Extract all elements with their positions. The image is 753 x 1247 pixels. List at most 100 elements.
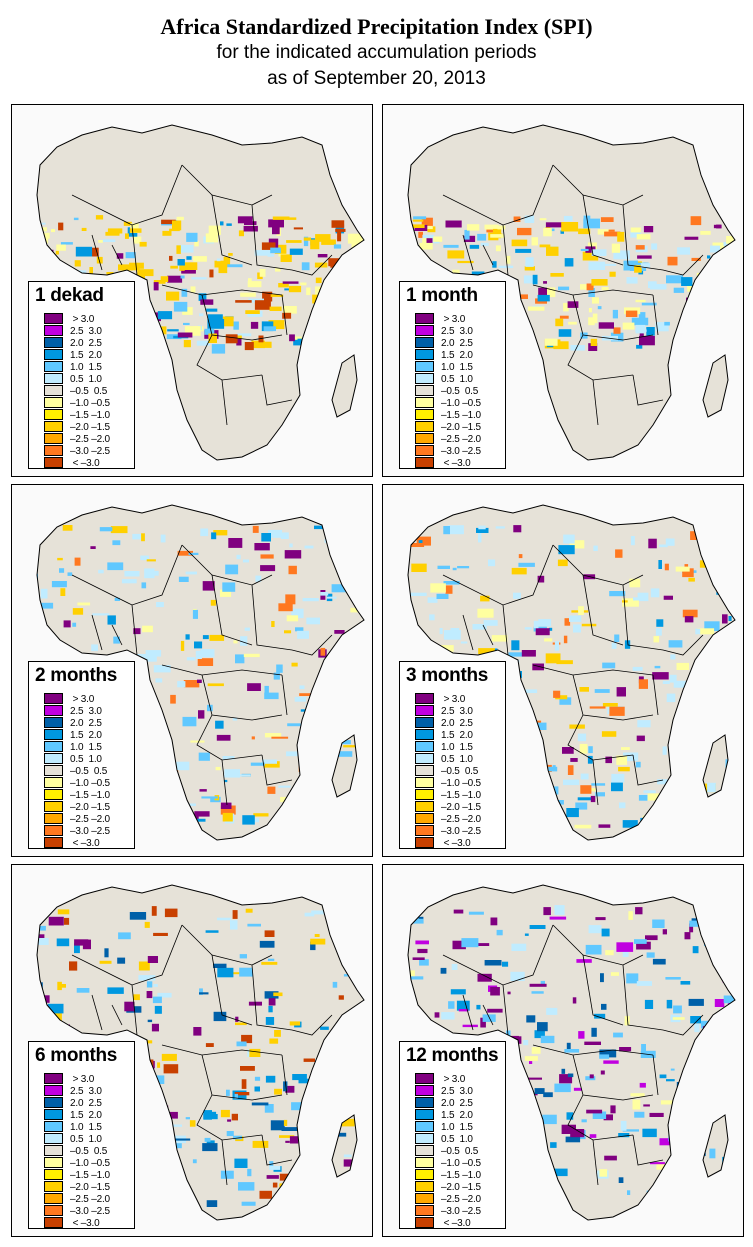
spi-cell	[656, 1163, 669, 1170]
accumulation-period-label: 2 months	[35, 665, 118, 686]
spi-cell	[220, 1109, 230, 1118]
country-border	[592, 759, 599, 806]
legend-entry: 2.5 3.0	[44, 1085, 110, 1097]
legend-entry: 1.0 1.5	[44, 361, 110, 373]
spi-cell	[269, 1165, 281, 1170]
legend-entry: < –3.0	[44, 1217, 110, 1229]
spi-cell	[134, 1080, 140, 1088]
spi-cell	[615, 549, 623, 558]
spi-cell	[492, 261, 497, 268]
country-border	[71, 544, 183, 606]
spi-cell	[332, 684, 339, 691]
spi-cell	[340, 812, 358, 821]
spi-cell	[286, 240, 302, 243]
spi-cell	[49, 269, 63, 279]
legend-entry: 0.5 1.0	[415, 373, 481, 385]
spi-cell	[515, 755, 533, 762]
spi-cell	[723, 319, 733, 324]
spi-cell	[151, 1023, 159, 1032]
spi-cell	[545, 222, 562, 228]
legend-swatch	[44, 1073, 63, 1084]
spi-cell	[635, 329, 647, 332]
africa-map	[407, 504, 736, 841]
legend-swatch	[44, 1121, 63, 1132]
spi-cell	[222, 756, 235, 760]
legend-entry: 0.5 1.0	[44, 1133, 110, 1145]
spi-cell	[730, 629, 735, 640]
spi-cell	[601, 731, 617, 737]
spi-cell	[186, 256, 192, 260]
spi-cell	[727, 538, 731, 542]
spi-cell	[315, 286, 323, 295]
spi-cell	[60, 242, 73, 245]
spi-cell	[688, 998, 704, 1006]
spi-cell	[715, 915, 731, 919]
spi-cell	[447, 525, 464, 535]
spi-cell	[408, 998, 414, 1007]
spi-cell	[527, 306, 545, 311]
country-border	[442, 924, 554, 986]
map-title: Africa Standardized Precipitation Index …	[160, 14, 593, 39]
spi-cell	[64, 917, 70, 925]
spi-cell	[304, 545, 314, 549]
legend-range-label: 0.5 1.0	[441, 373, 473, 385]
legend-range-label: 1.5 2.0	[70, 349, 102, 361]
legend-entry: 2.5 3.0	[415, 1085, 481, 1097]
spi-cell	[723, 995, 735, 1004]
spi-cell	[662, 680, 670, 684]
country-border	[201, 1054, 283, 1101]
legend-range-label: 0.5 1.0	[70, 753, 102, 765]
spi-cell	[331, 584, 348, 593]
spi-cell	[338, 1118, 355, 1127]
spi-cell	[592, 297, 599, 304]
country-border	[482, 244, 494, 266]
legend-entry: 2.5 3.0	[44, 705, 110, 717]
spi-cell	[686, 338, 691, 347]
spi-cell	[480, 1017, 486, 1028]
spi-cell	[353, 578, 359, 581]
spi-cell	[622, 598, 639, 607]
spi-cell	[269, 1161, 274, 1169]
spi-cell	[240, 636, 248, 646]
spi-cell	[691, 257, 701, 261]
legend-range-label: 2.0 2.5	[70, 1097, 102, 1109]
country-borders	[442, 164, 704, 426]
spi-cell	[532, 274, 538, 285]
spi-cell	[643, 226, 654, 233]
legend-swatch	[415, 1109, 434, 1120]
legend-swatch	[44, 1157, 63, 1168]
spi-cell	[131, 265, 140, 271]
legend-entry: 1.5 2.0	[44, 349, 110, 361]
spi-cell	[59, 568, 65, 573]
country-border	[281, 294, 288, 336]
spi-cell	[523, 1153, 539, 1162]
spi-cell	[534, 1030, 545, 1039]
spi-cell	[632, 666, 643, 671]
spi-cell	[532, 663, 544, 671]
spi-cell	[113, 636, 120, 644]
spi-cell	[203, 1110, 212, 1120]
coastline	[407, 504, 736, 841]
spi-cell	[546, 804, 556, 813]
spi-cell	[148, 1189, 160, 1199]
spi-cell	[272, 1182, 278, 1188]
spi-cell	[666, 1079, 675, 1082]
legend-range-label: 2.0 2.5	[441, 1097, 473, 1109]
spi-cell	[253, 813, 269, 817]
spi-cell	[283, 1081, 288, 1092]
spi-cell	[351, 571, 363, 576]
spi-cell	[720, 957, 735, 961]
spi-cell	[636, 344, 643, 349]
spi-cell	[180, 640, 185, 651]
spi-cell	[462, 1035, 466, 1040]
spi-cell	[586, 1109, 603, 1114]
spi-cell	[451, 964, 458, 970]
spi-cell	[421, 217, 433, 227]
legend-swatch	[415, 409, 434, 420]
spi-cell	[213, 1011, 227, 1022]
spi-cell	[518, 554, 523, 559]
spi-cell	[707, 1087, 725, 1095]
spi-cell	[165, 1124, 182, 1127]
spi-cell	[599, 1054, 610, 1059]
spi-cell	[477, 608, 494, 618]
